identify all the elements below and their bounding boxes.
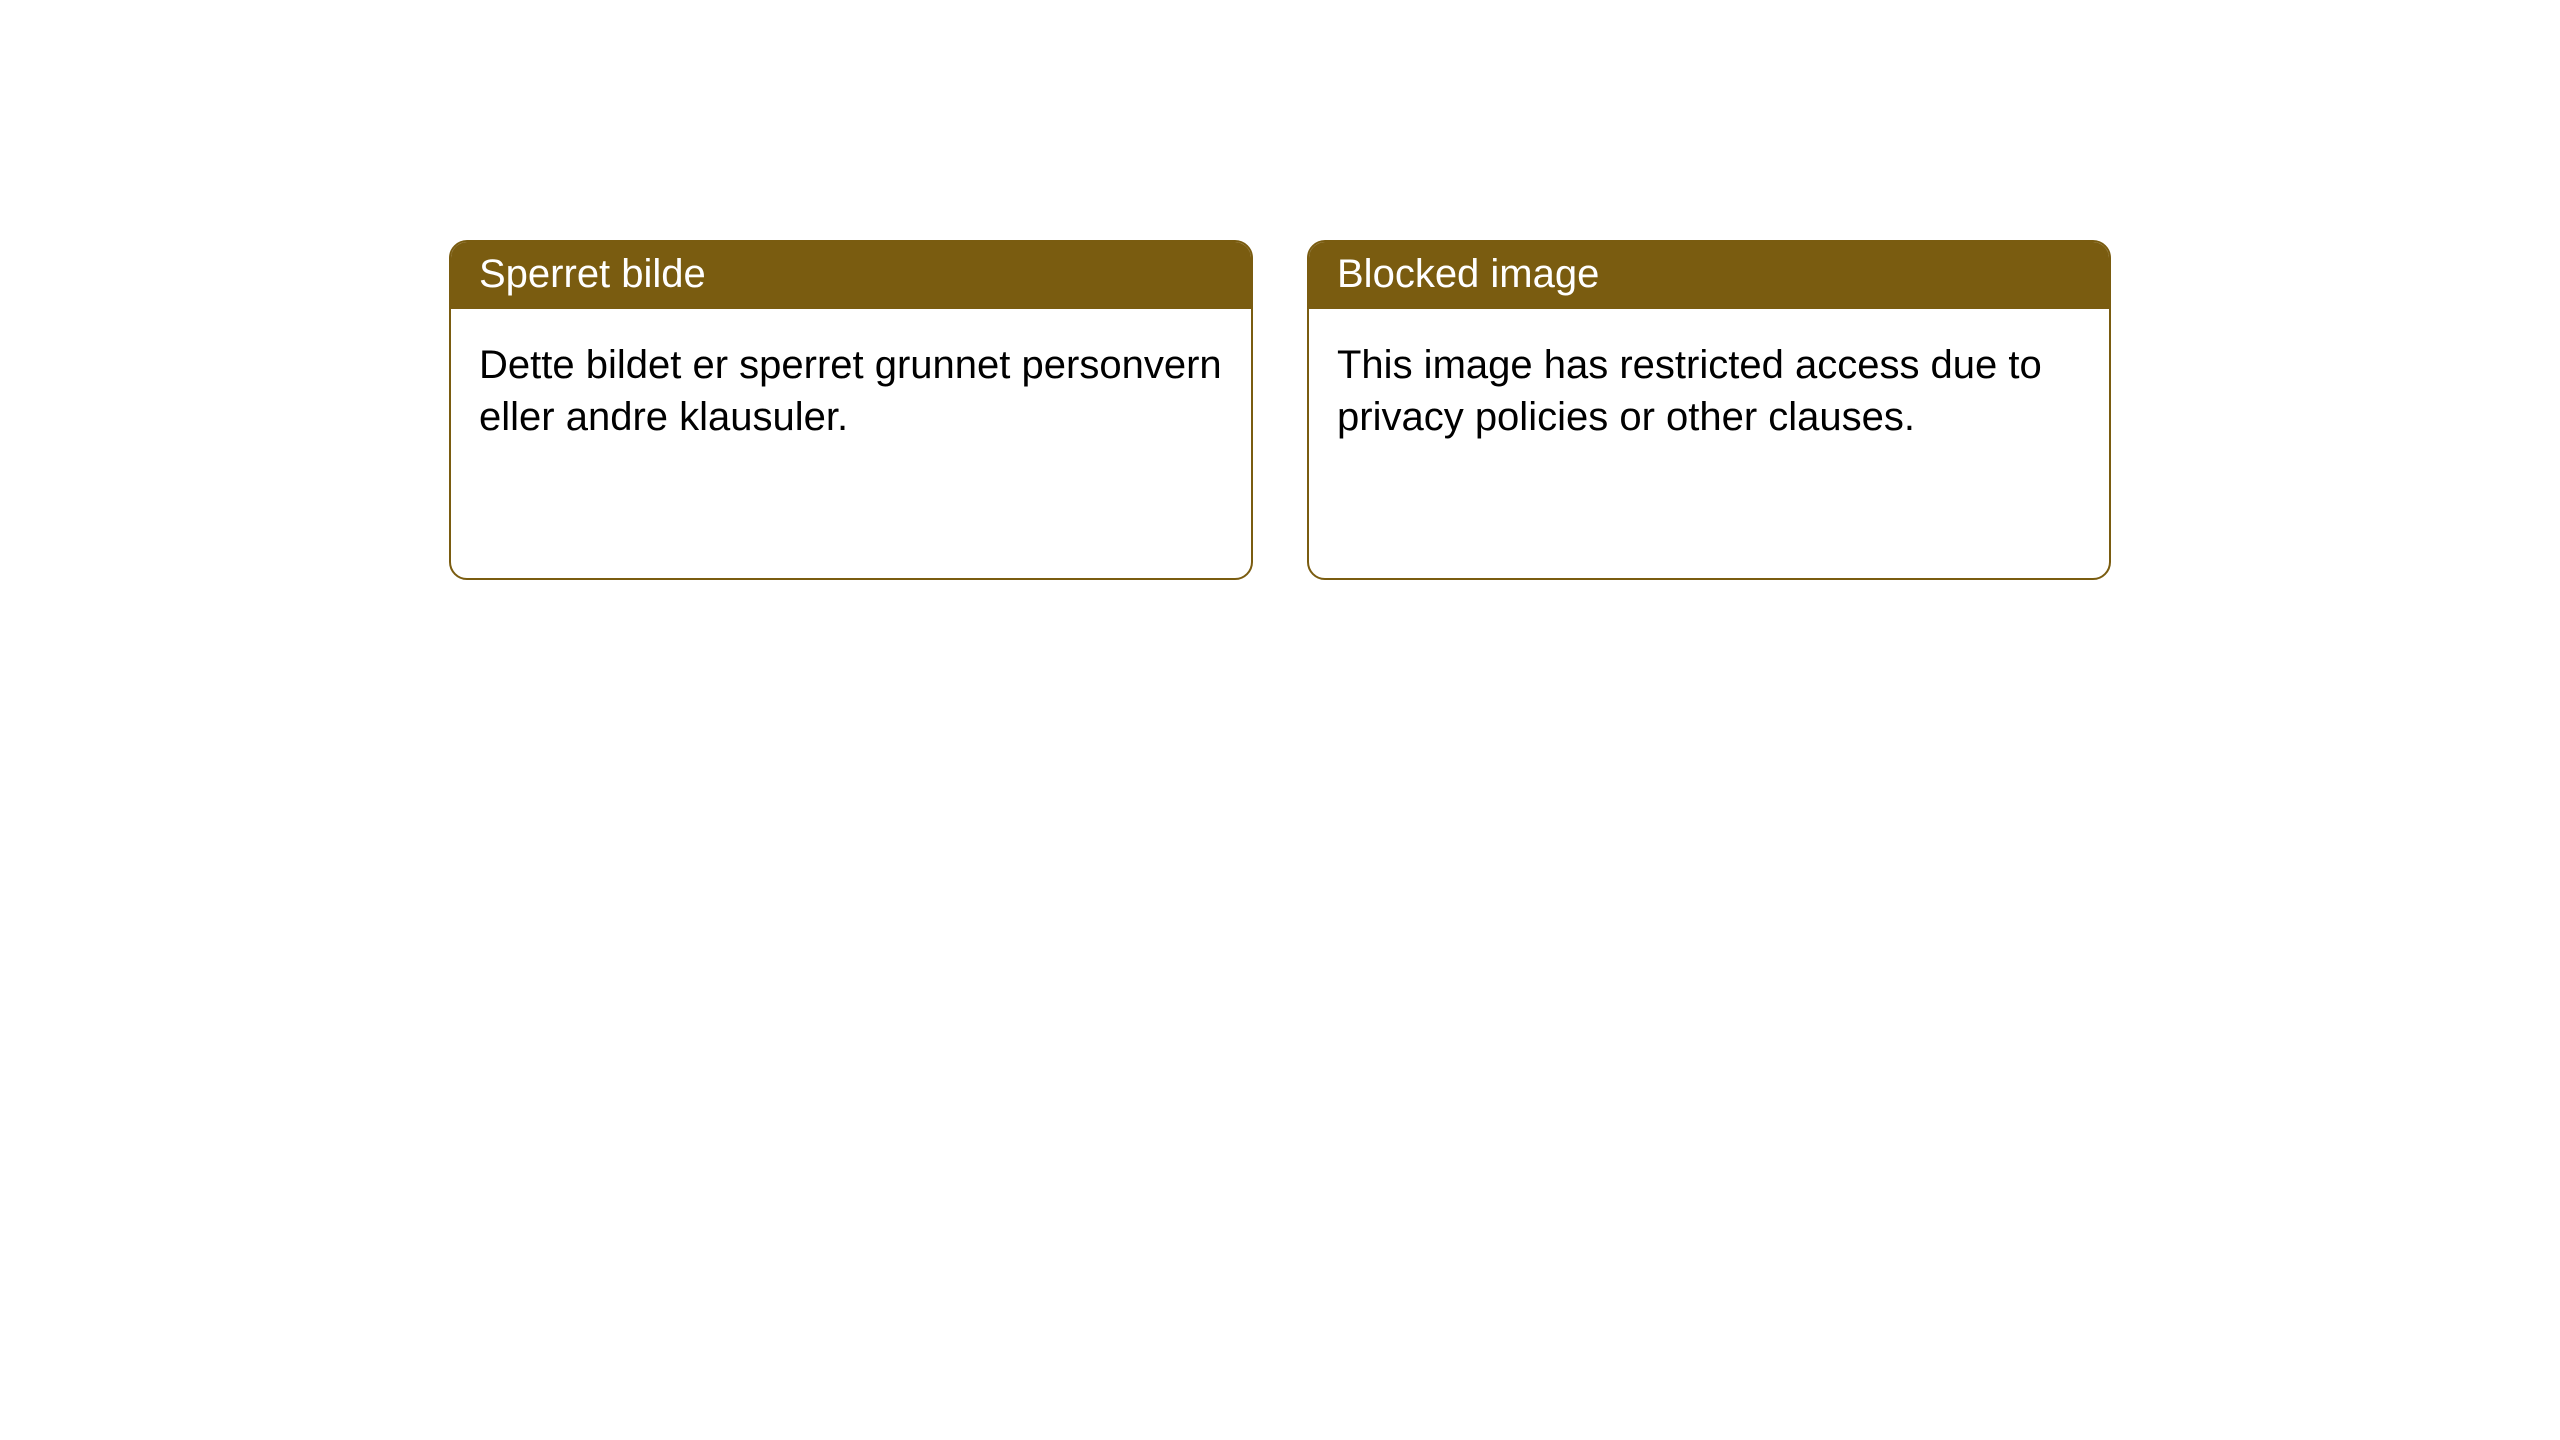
notice-title-norwegian: Sperret bilde — [451, 242, 1251, 309]
notice-body-english: This image has restricted access due to … — [1309, 309, 2109, 473]
notice-title-english: Blocked image — [1309, 242, 2109, 309]
notice-container: Sperret bilde Dette bildet er sperret gr… — [449, 240, 2111, 580]
notice-body-norwegian: Dette bildet er sperret grunnet personve… — [451, 309, 1251, 473]
notice-card-english: Blocked image This image has restricted … — [1307, 240, 2111, 580]
notice-card-norwegian: Sperret bilde Dette bildet er sperret gr… — [449, 240, 1253, 580]
